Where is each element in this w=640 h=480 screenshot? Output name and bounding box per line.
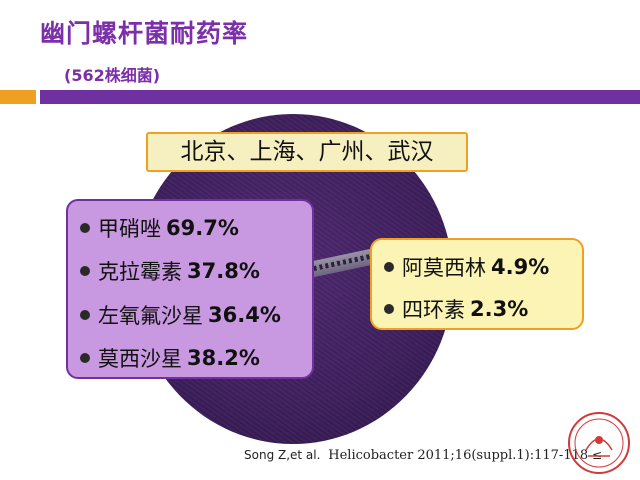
bullet-icon [80, 310, 90, 320]
drug-name: 阿莫西林 [402, 256, 486, 280]
cities-label: 北京、上海、广州、武汉 [146, 132, 468, 172]
bullet-icon [80, 353, 90, 363]
citation-authors: Song Z,et al. [244, 448, 321, 462]
page-subtitle: (562株细菌) [64, 66, 161, 85]
bullet-icon [384, 304, 394, 314]
resistance-rate: 69.7% [166, 216, 239, 240]
page-title: 幽门螺杆菌耐药率 [40, 19, 249, 48]
divider-purple-segment [40, 90, 640, 104]
resistance-rate: 37.8% [187, 259, 260, 283]
list-item: 甲硝唑 69.7% [80, 213, 239, 243]
list-item: 左氧氟沙星 36.4% [80, 300, 281, 330]
header-divider-bar [0, 90, 640, 104]
drug-name: 甲硝唑 [98, 217, 161, 241]
high-resistance-box: 甲硝唑 69.7% 克拉霉素 37.8% 左氧氟沙星 36.4% 莫西沙星 38… [66, 199, 314, 379]
list-item: 克拉霉素 37.8% [80, 256, 260, 286]
low-resistance-box: 阿莫西林 4.9% 四环素 2.3% [370, 238, 584, 330]
resistance-rate: 4.9% [491, 255, 550, 279]
bullet-icon [80, 266, 90, 276]
resistance-rate: 2.3% [470, 297, 529, 321]
drug-name: 莫西沙星 [98, 347, 182, 371]
citation-journal: Helicobacter 2011;16(suppl.1):117-118 [328, 448, 589, 463]
drug-name: 左氧氟沙星 [98, 304, 203, 328]
citation-mark: ≤ [591, 448, 603, 462]
drug-name: 四环素 [402, 298, 465, 322]
bullet-icon [384, 262, 394, 272]
citation: Song Z,et al. Helicobacter 2011;16(suppl… [244, 448, 602, 463]
divider-orange-segment [0, 90, 36, 104]
bullet-icon [80, 223, 90, 233]
society-seal-logo [568, 412, 630, 474]
drug-name: 克拉霉素 [98, 260, 182, 284]
resistance-rate: 38.2% [187, 346, 260, 370]
resistance-rate: 36.4% [208, 303, 281, 327]
list-item: 莫西沙星 38.2% [80, 343, 260, 373]
list-item: 四环素 2.3% [384, 294, 528, 324]
list-item: 阿莫西林 4.9% [384, 252, 549, 282]
